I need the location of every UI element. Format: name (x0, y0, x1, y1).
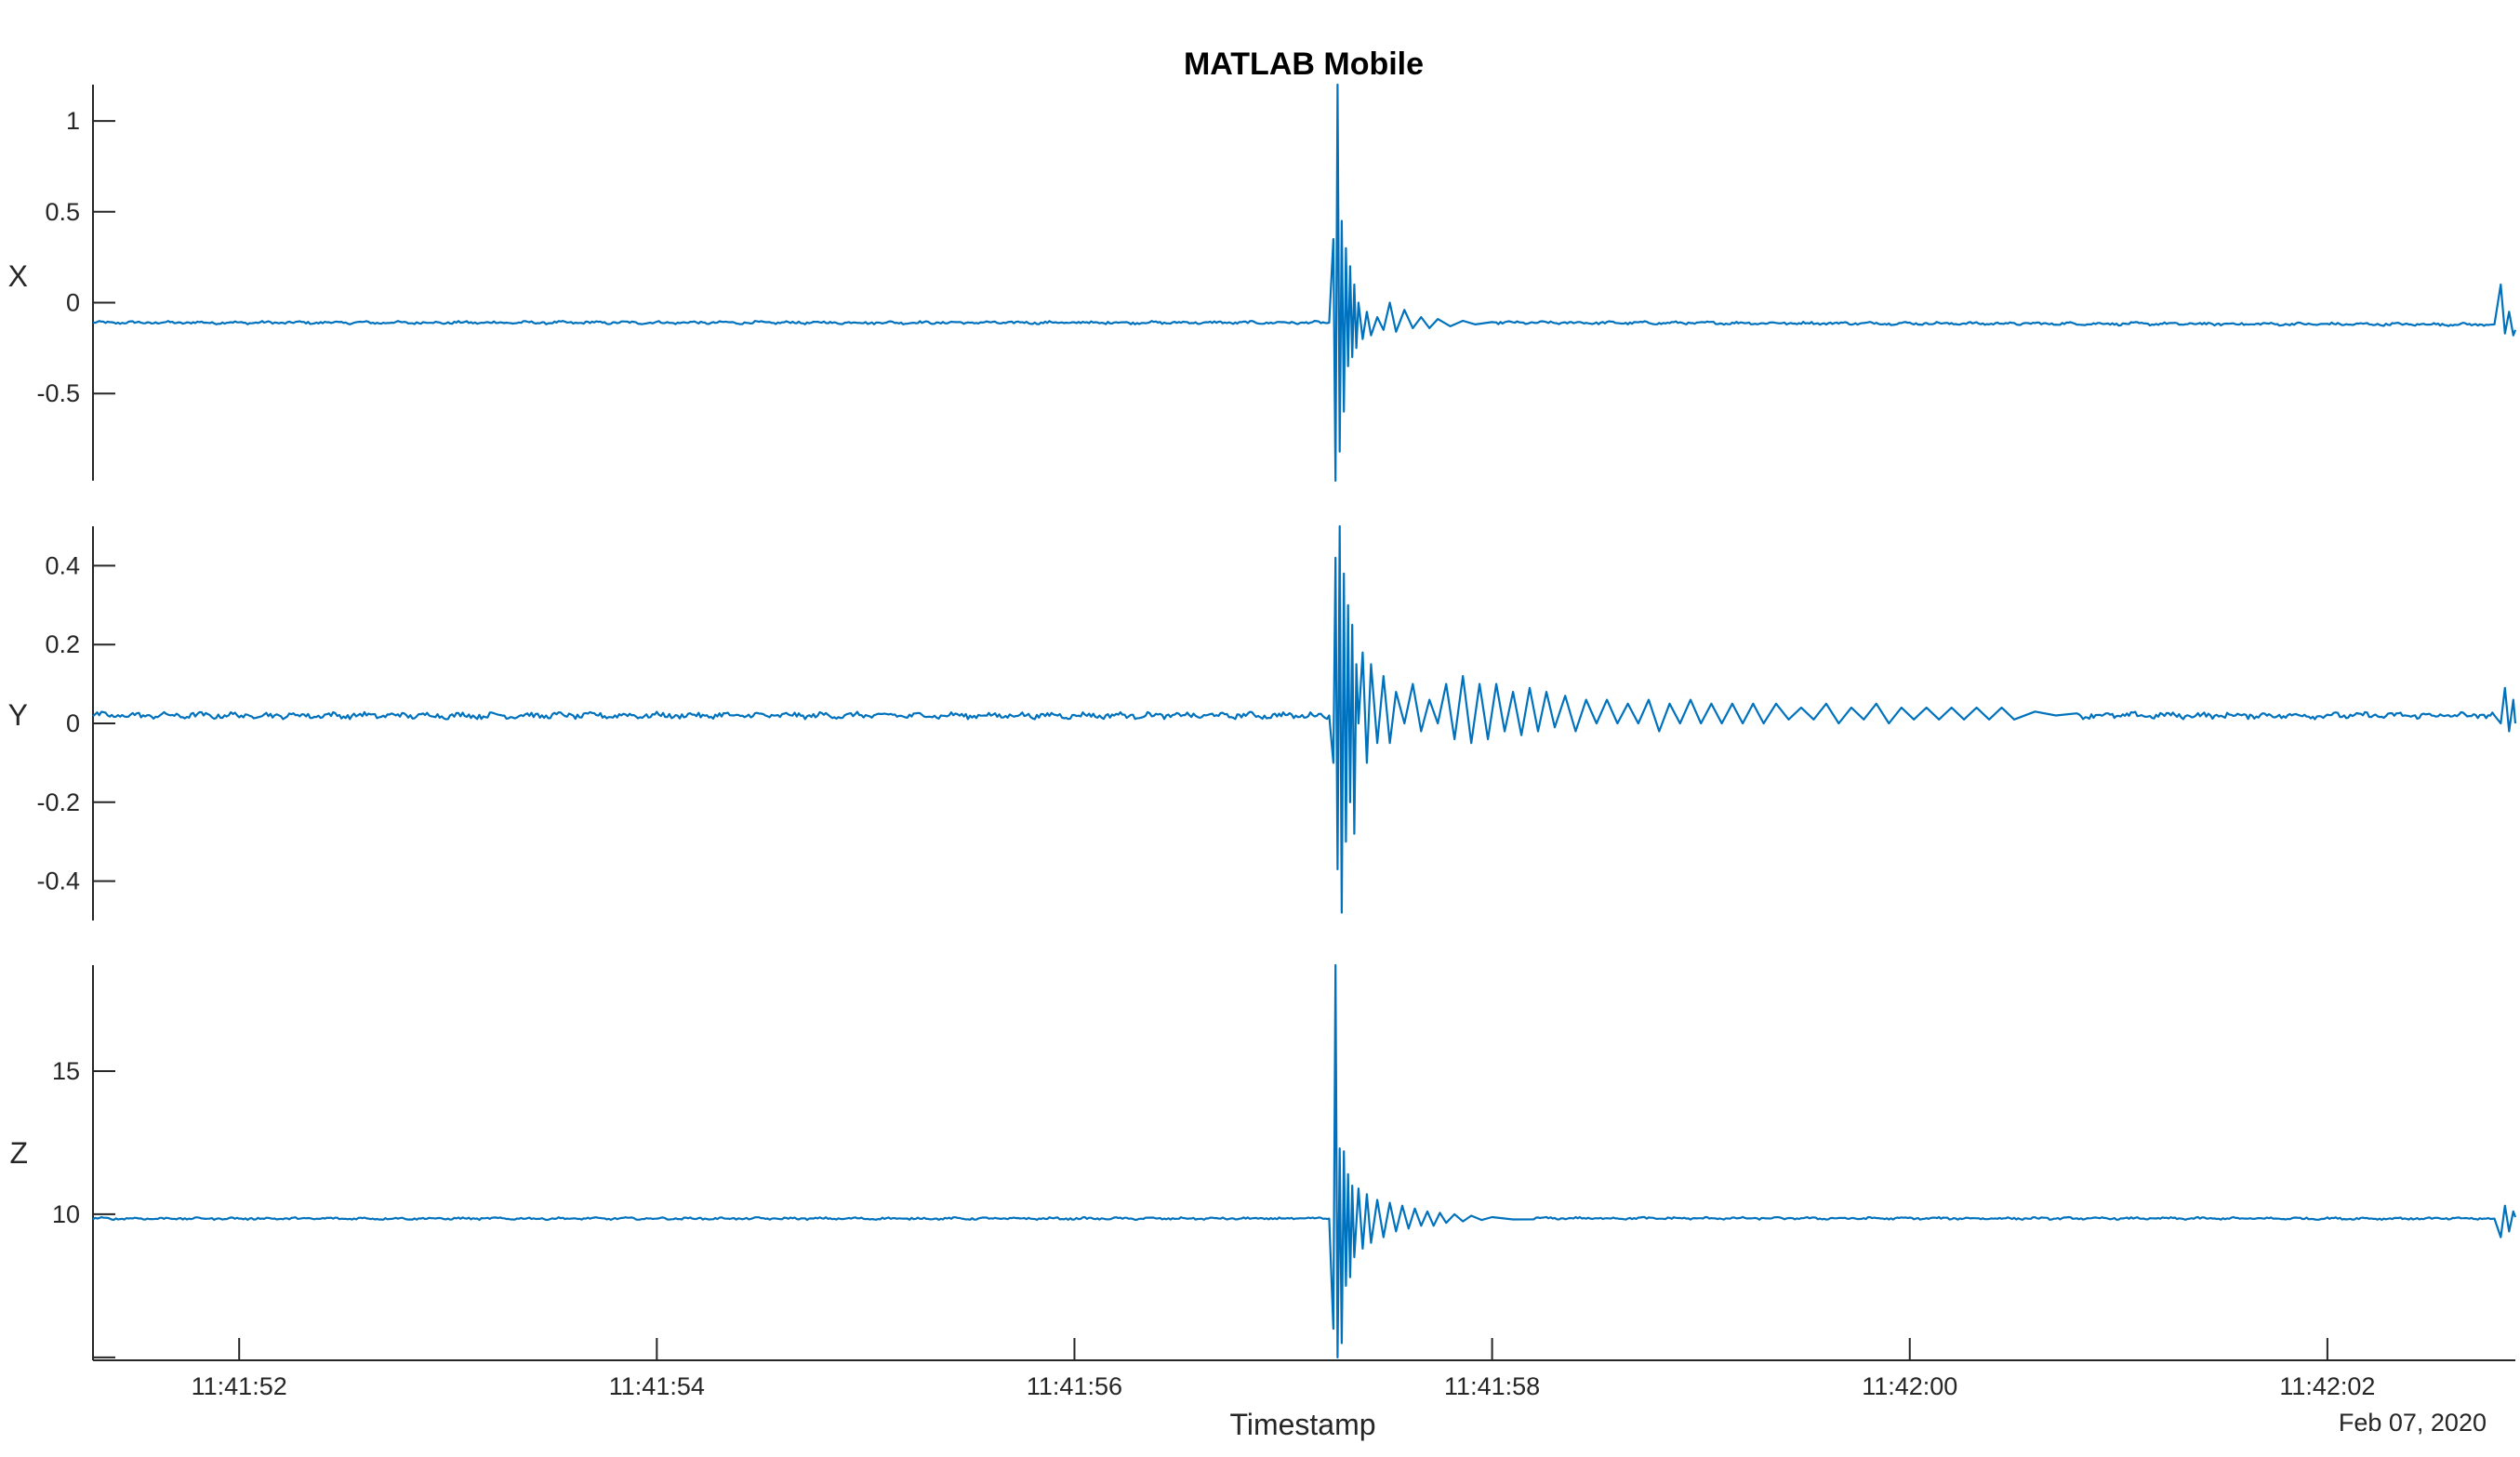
y-tick-label-y: 0.2 (45, 630, 80, 658)
x-tick-label: 11:41:56 (1027, 1372, 1122, 1400)
y-tick-label-x: 0 (66, 288, 80, 316)
y-axis-label-z: Z (9, 1136, 28, 1170)
series-line-y (92, 524, 2517, 914)
subplot-y: -0.4 -0.2 0 0.2 0.4 Y (8, 524, 2517, 921)
x-axis-label: Timestamp (1229, 1408, 1375, 1441)
series-line-x (92, 83, 2517, 483)
y-tick-label-y: -0.2 (36, 788, 80, 816)
x-tick-label: 11:42:00 (1862, 1372, 1957, 1400)
x-tick-label: 11:42:02 (2279, 1372, 2375, 1400)
y-tick-label-y: 0.4 (45, 551, 80, 579)
series-line-z (92, 963, 2517, 1358)
y-tick-label-z: 15 (52, 1057, 80, 1085)
y-tick-label-x: 1 (66, 107, 80, 135)
y-tick-label-x: 0.5 (45, 198, 80, 226)
x-tick-label: 11:41:58 (1444, 1372, 1540, 1400)
x-tick-label: 11:41:54 (609, 1372, 705, 1400)
y-axis-label-x: X (8, 259, 28, 293)
date-label: Feb 07, 2020 (2339, 1409, 2487, 1437)
x-tick-label: 11:41:52 (192, 1372, 287, 1400)
y-axis-label-y: Y (8, 698, 28, 732)
subplot-x: -0.5 0 0.5 1 X (8, 83, 2517, 483)
y-tick-label-y: -0.4 (36, 868, 80, 895)
figure-title: MATLAB Mobile (1184, 46, 1424, 82)
y-tick-label-z: 10 (52, 1200, 80, 1228)
y-tick-label-y: 0 (66, 709, 80, 737)
y-tick-label-x: -0.5 (36, 379, 80, 407)
subplot-z: 10 15 Z 11:41:52 11:41:54 11:41:56 11:41:58 11:… (9, 963, 2517, 1400)
